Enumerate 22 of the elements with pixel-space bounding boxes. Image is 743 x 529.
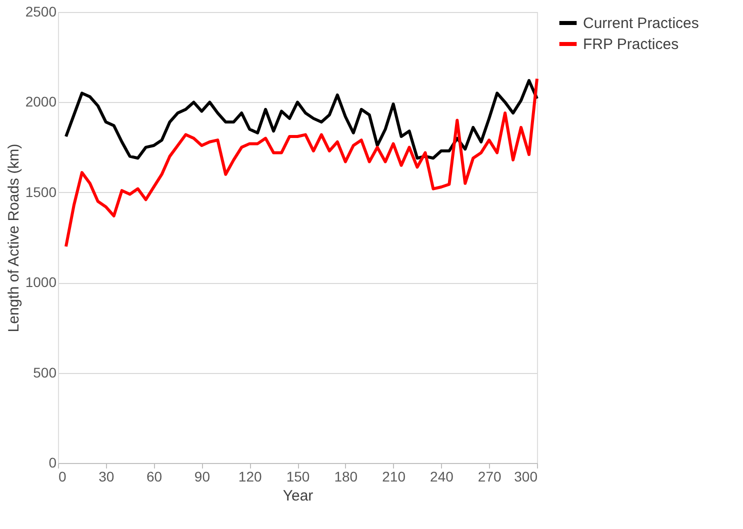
x-tick-label: 150 [286,468,310,484]
line-series [64,77,538,248]
x-tick-label: 90 [194,468,210,484]
x-tick-label: 120 [238,468,262,484]
x-tick-label: 210 [382,468,406,484]
y-tick-label: 2000 [25,94,57,110]
y-tick-label: 500 [33,364,57,380]
y-tick-label: 0 [48,454,57,470]
legend-label: Current Practices [583,15,699,32]
y-axis-title: Length of Active Roads (km) [5,144,22,332]
x-tick-label: 60 [146,468,162,484]
y-tick-label: 2500 [25,4,57,20]
y-tick-label: 1500 [25,184,57,200]
x-axis-title: Year [282,488,314,504]
x-tick-label: 30 [98,468,114,484]
x-tick-label: 270 [478,468,502,484]
x-tick-label: 300 [514,468,538,484]
legend-label: FRP Practices [583,36,679,53]
y-tick-label: 1000 [25,274,57,290]
x-tick-label: 180 [334,468,358,484]
x-tick-label: 240 [430,468,454,484]
line-series [64,79,538,160]
